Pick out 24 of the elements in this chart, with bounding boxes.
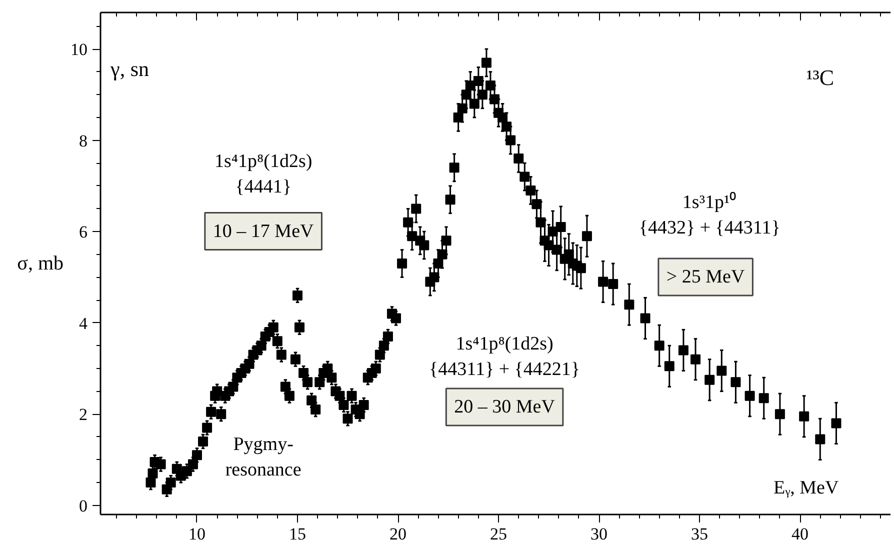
x-tick-label: 10 — [188, 524, 206, 544]
y-tick-label: 10 — [70, 40, 88, 60]
annotation: 1s⁴1p⁸(1d2s) {44311} + {44221} — [429, 334, 580, 380]
annotation: Pygmy- resonance — [225, 434, 302, 480]
annotation: 1s⁴1p⁸(1d2s) {4441} — [214, 151, 312, 198]
y-tick-label: 0 — [79, 496, 88, 516]
annotation: 1s³1p¹⁰ {4432} + {44311} — [638, 191, 780, 238]
y-tick-label: 4 — [79, 314, 88, 333]
y-tick-label: 6 — [79, 222, 88, 242]
y-axis-title: σ, mb — [17, 252, 64, 274]
y-tick-label: 8 — [79, 131, 88, 150]
x-tick-label: 20 — [390, 524, 407, 544]
annotation: > 25 MeV — [666, 266, 745, 288]
annotation: 10 – 17 MeV — [212, 220, 314, 242]
x-tick-label: 15 — [288, 524, 306, 544]
x-tick-label: 40 — [792, 524, 809, 544]
x-tick-label: 25 — [490, 524, 508, 544]
annotation: γ, sn — [110, 56, 150, 81]
annotation: ¹³C — [806, 65, 834, 90]
x-axis-title: Eᵧ, MeV — [773, 478, 839, 499]
x-tick-label: 30 — [590, 524, 608, 544]
y-tick-label: 2 — [79, 405, 88, 424]
annotation: 20 – 30 MeV — [454, 396, 556, 418]
x-tick-label: 35 — [691, 524, 708, 544]
